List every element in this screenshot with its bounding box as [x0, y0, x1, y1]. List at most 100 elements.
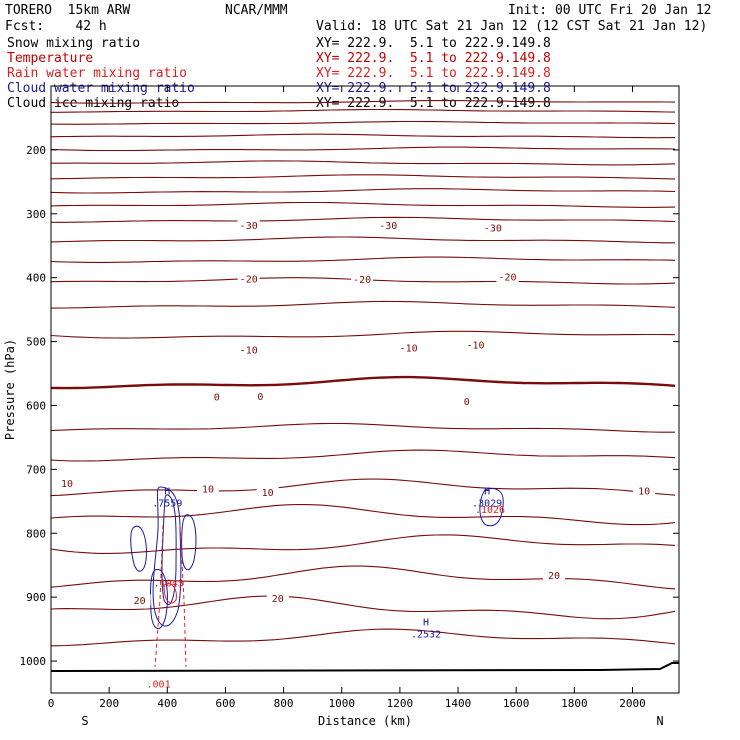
isotherm-line: [50, 534, 676, 554]
isotherm-label: 10: [638, 487, 650, 498]
cloud-water-contour: [479, 488, 504, 527]
field-label-rain: Rain water mixing ratio: [7, 66, 188, 81]
isotherm-line: [50, 503, 676, 526]
extremum-value: .1026: [475, 505, 505, 516]
y-tick-label: 300: [26, 208, 46, 221]
isotherm-line: [50, 565, 676, 590]
isotherm-label-bg: [351, 273, 374, 285]
isotherm-label: 0: [214, 393, 220, 404]
isotherm-label: 0: [257, 392, 263, 403]
isotherm-line: [50, 449, 676, 462]
rain-water-contour: [154, 524, 164, 668]
cloud-water-contour: [161, 494, 177, 606]
x-tick-label: 0: [48, 697, 55, 710]
y-tick-label: 200: [26, 144, 46, 157]
model-title: TORERO 15km ARW: [5, 3, 131, 18]
y-tick-label: 900: [26, 591, 46, 604]
field-label-temperature: Temperature: [7, 51, 94, 66]
isotherm-line: [50, 256, 676, 263]
extremum-value: .1043: [154, 578, 184, 589]
isotherm-line: [51, 160, 676, 166]
isotherm-label-bg: [237, 343, 260, 355]
x-tick-label: 1000: [328, 697, 355, 710]
y-tick-label: 500: [26, 336, 46, 349]
isotherm-line: [50, 174, 676, 180]
isotherm-label-bg: [249, 390, 272, 402]
field-xy-temperature: XY= 222.9. 5.1 to 222.9.149.8: [316, 51, 551, 66]
isotherm-line: [50, 236, 675, 244]
isotherm-line: [50, 422, 675, 433]
isotherm-label: 20: [272, 594, 284, 605]
isotherm-label-bg: [205, 391, 228, 403]
extremum-marker: H: [484, 487, 490, 498]
isotherm-line: [50, 133, 675, 139]
isotherm-label-bg: [377, 219, 400, 231]
y-tick-label: 700: [26, 463, 46, 476]
rain-water-contour: [163, 583, 177, 604]
isotherm-label: 0: [464, 397, 470, 408]
isotherm-label: 10: [202, 485, 214, 496]
isotherm-label: 20: [548, 571, 560, 582]
extremum-value: .3029: [472, 499, 502, 510]
isotherm-label: -20: [240, 274, 258, 285]
isotherm-line: [51, 300, 676, 309]
section-end-label: N: [656, 714, 663, 728]
isotherm-label-bg: [633, 485, 656, 497]
rain-water-contour: [179, 524, 187, 668]
x-tick-label: 1800: [561, 697, 588, 710]
isotherm-label: 10: [262, 488, 274, 499]
isotherm-label: -30: [240, 221, 258, 232]
valid-time: Valid: 18 UTC Sat 21 Jan 12 (12 CST Sat …: [316, 19, 708, 34]
isotherm-label-bg: [455, 395, 478, 407]
isotherm-label-bg: [237, 272, 260, 284]
isotherm-label-bg: [256, 486, 279, 498]
isotherm-label-bg: [542, 569, 565, 581]
cloud-water-contour: [181, 514, 197, 570]
isotherm-label: -30: [484, 223, 502, 234]
isotherm-line: [50, 375, 676, 390]
isotherm-label: -10: [240, 345, 258, 356]
isotherm-label-bg: [266, 592, 289, 604]
extremum-marker: H: [164, 487, 170, 498]
isotherm-label-bg: [237, 219, 260, 231]
field-label-snow: Snow mixing ratio: [7, 36, 141, 51]
extremum-value: .2532: [411, 629, 441, 640]
x-tick-label: 1400: [445, 697, 472, 710]
forecast-hour: Fcst: 42 h: [5, 19, 107, 34]
ground-surface-line: [50, 662, 679, 672]
isotherm-line: [50, 146, 676, 152]
isotherm-line: [50, 201, 676, 208]
field-xy-cloud-ice: XY= 222.9. 5.1 to 222.9.149.8: [316, 96, 551, 111]
isotherm-label-bg: [464, 338, 487, 350]
cloud-water-contour: [150, 568, 168, 629]
extremum-marker: H: [423, 617, 429, 628]
isotherm-label-bg: [496, 271, 519, 283]
cloud-water-contour: [130, 525, 147, 572]
isotherm-label: -10: [466, 340, 484, 351]
extremum-value: .001: [147, 679, 171, 690]
extremum-value: .7559: [152, 499, 182, 510]
field-xy-rain: XY= 222.9. 5.1 to 222.9.149.8: [316, 66, 551, 81]
y-tick-label: 600: [26, 399, 46, 412]
y-axis-title: Pressure (hPa): [3, 339, 17, 440]
isotherm-label: -20: [353, 275, 371, 286]
isotherm-line: [50, 478, 676, 497]
x-tick-label: 2000: [619, 697, 646, 710]
field-label-cloud-water: Cloud water mixing ratio: [7, 81, 195, 96]
section-start-label: S: [81, 714, 88, 728]
x-tick-label: 1600: [503, 697, 530, 710]
org-label: NCAR/MMM: [225, 3, 288, 18]
isotherm-label-bg: [481, 221, 504, 233]
isotherm-line: [51, 216, 676, 223]
field-xy-cloud-water: XY= 222.9. 5.1 to 222.9.149.8: [316, 81, 551, 96]
isotherm-line: [51, 108, 676, 113]
isotherm-label-bg: [128, 594, 151, 606]
x-axis-title: Distance (km): [318, 714, 412, 728]
isotherm-label: -10: [400, 343, 418, 354]
x-tick-label: 1200: [387, 697, 414, 710]
isotherm-label: -30: [379, 221, 397, 232]
isotherm-label: -20: [498, 273, 516, 284]
isotherm-label: 10: [61, 479, 73, 490]
